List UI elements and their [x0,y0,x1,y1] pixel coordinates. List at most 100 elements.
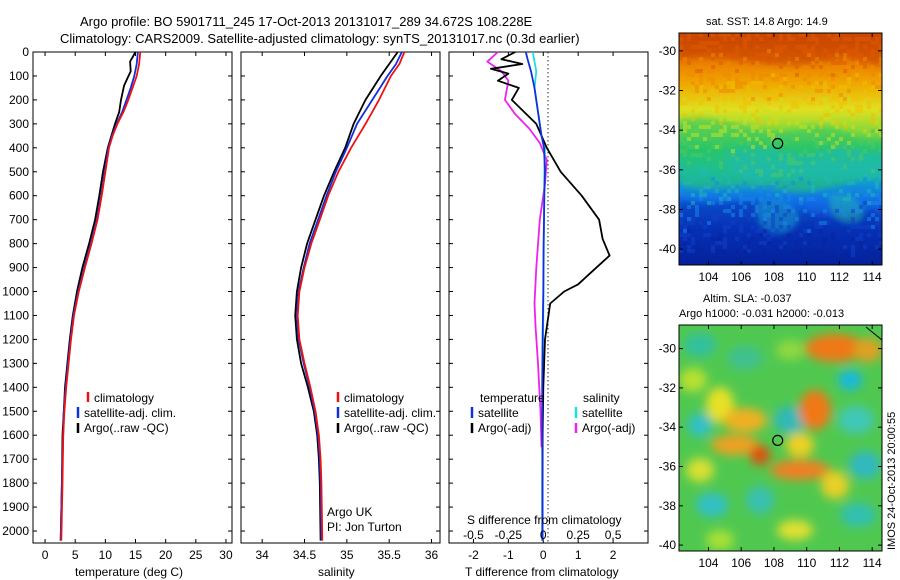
map-y-tick-label: -38 [659,499,677,513]
series-line-temperature-satellite [524,51,546,541]
x-tick-label: 20 [159,548,173,562]
map-y-tick-label: -30 [659,44,677,58]
temperature-series [59,51,142,541]
sla-map-panel: Altim. SLA: -0.037 Argo h1000: -0.031 h2… [659,293,883,570]
sst-map-panel: sat. SST: 14.8 Argo: 14.9 104 106 108 110 11… [659,16,883,284]
map-x-tick-label: 112 [830,270,849,284]
sst-map-title: sat. SST: 14.8 Argo: 14.9 [706,16,828,28]
argo-position-marker [772,137,784,150]
depth-tick-label: 1400 [2,380,29,394]
x-tick-label: 2 [610,548,617,562]
x-tick-label: 34 [255,548,269,562]
series-line-climatology [296,51,406,541]
depth-tick-label: 1000 [2,285,29,299]
depth-tick-label: 200 [9,93,29,107]
depth-tick-label: 700 [9,213,29,227]
x-tick-label: 34.5 [293,548,317,562]
sla-map-frame [678,324,883,552]
map-x-tick-label: 108 [764,270,784,284]
depth-axis-ticks: 0 100 200 300 400 500 600 700 800 900 1000 1100 1200… [2,45,232,538]
x-tick-label: 30 [219,548,233,562]
salinity-x-ticks: 34 34.5 35 35.5 36 [255,52,439,562]
depth-tick-label: 1500 [2,404,29,418]
sst-y-ticks: -30 -32 -34 -36 -38 -40 [659,44,882,256]
map-y-tick-label: -38 [659,202,677,216]
x-tick-label: -1 [503,548,514,562]
legend-label-t-argo: Argo(-adj) [478,421,531,435]
map-x-tick-label: 108 [764,556,784,570]
legend-label-s-argo: Argo(-adj) [582,421,635,435]
depth-tick-label: 100 [9,69,29,83]
x-tick-label: 36 [425,548,439,562]
depth-tick-label: 1300 [2,356,29,370]
salinity-plot-frame [240,51,441,544]
legend-label-climatology: climatology [94,391,154,405]
map-x-tick-label: 110 [797,270,816,284]
map-y-tick-label: -36 [659,163,677,177]
map-x-tick-label: 110 [797,556,816,570]
map-x-tick-label: 114 [863,270,882,284]
salinity-panel: 34 34.5 35 35.5 36 salinity climatology sate… [240,51,441,579]
depth-tick-label: 1100 [3,308,29,322]
legend-label-argo: Argo(..raw -QC) [344,421,429,435]
x-tick-label: 10 [99,548,113,562]
map-y-tick-label: -32 [659,84,677,98]
legend-label-s-satellite: satellite [582,406,623,420]
x2-tick-label: 0.25 [566,528,590,542]
salinity-annotation-pi: PI: Jon Turton [327,520,402,534]
salinity-legend: climatology satellite-adj. clim. Argo(..… [336,391,436,435]
sla-x-ticks: 104 106 108 110 112 114 [698,325,882,570]
depth-tick-label: 1600 [2,428,29,442]
depth-tick-label: 900 [9,261,29,275]
depth-tick-label: 800 [9,237,29,251]
sst-x-ticks: 104 106 108 110 112 114 [698,33,882,284]
legend-label-argo: Argo(..raw -QC) [84,421,169,435]
sst-field [679,33,882,265]
figure-title-line2: Climatology: CARS2009. Satellite-adjuste… [60,31,580,46]
difference-legend: temperature salinity satellite Argo(-adj… [470,391,635,435]
map-y-tick-label: -34 [659,420,677,434]
difference-x2-label: S difference from climatology [467,513,622,527]
map-y-tick-label: -34 [659,123,677,137]
difference-x-label: T difference from climatology [465,565,619,579]
series-line-climatology [60,51,142,541]
sla-corner-line [865,326,883,341]
depth-tick-label: 1900 [2,500,29,514]
depth-tick-label: 0 [22,45,29,59]
x2-tick-label: -0.25 [495,528,523,542]
x2-tick-label: 0.5 [605,528,622,542]
argo-position-marker [772,434,784,446]
sla-map-title: Altim. SLA: -0.037 [703,293,792,305]
difference-series [486,51,611,541]
legend-label-satellite: satellite-adj. clim. [344,406,436,420]
difference-plot-frame [448,51,649,544]
salinity-annotation-argo-uk: Argo UK [327,505,372,519]
legend-title-temperature: temperature [480,391,545,405]
map-y-tick-label: -40 [659,538,677,552]
x-tick-label: 1 [575,548,582,562]
map-y-tick-label: -30 [659,342,677,356]
x2-tick-label: -0.5 [463,528,484,542]
difference-x2-ticks: -0.5 -0.25 0 0.25 0.5 [463,528,622,542]
temperature-x-label: temperature (deg C) [75,565,183,579]
map-x-tick-label: 114 [863,556,882,570]
legend-label-satellite: satellite-adj. clim. [84,406,176,420]
x-tick-label: 15 [129,548,143,562]
sla-map-subtitle: Argo h1000: -0.031 h2000: -0.013 [679,308,844,320]
legend-title-salinity: salinity [583,391,620,405]
salinity-series [294,51,406,541]
depth-tick-label: 2000 [2,524,29,538]
temperature-panel: 0100200300400500600700800900100011001200… [2,45,233,579]
difference-x-ticks: -2 -1 0 1 2 [449,51,648,562]
figure-title-line1: Argo profile: BO 5901711_245 17-Oct-2013… [80,14,533,29]
x2-tick-label: 0 [540,528,547,542]
map-x-tick-label: 104 [698,270,718,284]
depth-tick-label: 1800 [2,476,29,490]
depth-tick-label: 400 [9,141,29,155]
map-x-tick-label: 106 [731,556,751,570]
depth-tick-label: 300 [9,117,29,131]
map-y-tick-label: -32 [659,381,677,395]
sst-map-frame [678,32,883,266]
depth-tick-label: 500 [9,165,29,179]
